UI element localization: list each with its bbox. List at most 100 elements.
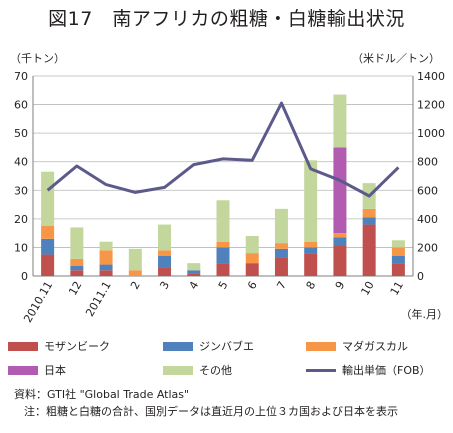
bar-segment xyxy=(391,247,405,256)
x-tick-label: 2010.11 xyxy=(21,279,55,325)
legend-swatch xyxy=(163,365,193,375)
bar-segment xyxy=(128,270,142,276)
bar-segment xyxy=(274,208,288,244)
source-note: 資料：GTI社 "Global Trade Atlas" xyxy=(14,388,190,401)
bar-segment xyxy=(391,256,405,264)
bar-segment xyxy=(70,227,84,259)
bar-segment xyxy=(362,217,376,225)
bar-segment xyxy=(158,267,172,276)
y-tick-label: 10 xyxy=(14,241,28,254)
bar-segment xyxy=(158,250,172,256)
footnote: 注：粗糖と白糖の合計、国別データは直近月の上位３カ国および日本を表示 xyxy=(24,405,398,418)
y-tick-label: 0 xyxy=(21,270,28,283)
bar-segment xyxy=(274,248,288,258)
y2-tick-label: 800 xyxy=(417,156,438,169)
bar-segment xyxy=(245,253,259,264)
legend-item-madagascar: マダガスカル xyxy=(306,338,408,354)
y2-tick-label: 600 xyxy=(417,184,438,197)
y2-tick-label: 200 xyxy=(417,241,438,254)
bar-segment xyxy=(274,257,288,276)
legend-item-fob-price: 輸出単価（FOB） xyxy=(306,362,431,378)
legend-line-swatch xyxy=(306,368,336,372)
bar-segment xyxy=(128,248,142,271)
bar-segment xyxy=(362,224,376,276)
x-tick-label: 6 xyxy=(245,279,260,292)
y-tick-label: 70 xyxy=(14,70,28,83)
notes: 資料：GTI社 "Global Trade Atlas" 注：粗糖と白糖の合計、… xyxy=(14,386,450,420)
bar-segment xyxy=(333,246,347,276)
legend-label: その他 xyxy=(199,364,232,377)
legend-label: ジンバブエ xyxy=(199,340,254,353)
bar-segment xyxy=(304,160,318,242)
legend-label: 日本 xyxy=(44,364,66,377)
legend-item-japan: 日本 xyxy=(8,362,66,378)
x-tick-label: 2 xyxy=(128,279,143,292)
bar-segment xyxy=(41,238,55,255)
bar-segment xyxy=(333,233,347,238)
legend-swatch xyxy=(163,341,193,351)
x-tick-label: 4 xyxy=(187,279,202,292)
bar-segment xyxy=(187,273,201,276)
bar-segment xyxy=(362,208,376,218)
bar-segment xyxy=(304,247,318,254)
legend-label: マダガスカル xyxy=(342,340,408,353)
y-tick-label: 30 xyxy=(14,184,28,197)
y-tick-label: 60 xyxy=(14,99,28,112)
bar-segment xyxy=(187,270,201,274)
x-axis-label: （年.月） xyxy=(401,307,449,321)
bar-segment xyxy=(70,270,84,276)
y2-axis-label: （米ドル／トン） xyxy=(352,52,440,65)
x-tick-label: 9 xyxy=(333,279,348,292)
bar-segment xyxy=(391,240,405,248)
bar-segment xyxy=(333,147,347,234)
legend-item-zimbabwe: ジンバブエ xyxy=(163,338,254,354)
bar-segment xyxy=(245,236,259,254)
legend-label: 輸出単価（FOB） xyxy=(342,364,431,377)
legend-swatch xyxy=(306,341,336,351)
y2-tick-label: 0 xyxy=(417,270,424,283)
bar-segment xyxy=(99,270,113,276)
bar-segment xyxy=(216,200,230,242)
bar-segment xyxy=(99,264,113,271)
chart-plot: 0 0 10 200 20 400 30 600 40 800 50 1000 60 1200 70 1400… xyxy=(14,70,449,325)
bar-segment xyxy=(304,241,318,248)
bar-segment xyxy=(70,266,84,271)
bar-segment xyxy=(41,171,55,226)
y2-tick-label: 1000 xyxy=(417,127,445,140)
bar-segment xyxy=(41,226,55,239)
chart-title: 図17 南アフリカの粗糖・白糖輸出状況 xyxy=(48,8,405,30)
legend-item-other: その他 xyxy=(163,362,232,378)
bar-segment xyxy=(158,224,172,251)
bar-segment xyxy=(216,241,230,248)
legend-swatch xyxy=(8,341,38,351)
y2-tick-label: 1200 xyxy=(417,99,445,112)
y-tick-label: 40 xyxy=(14,156,28,169)
x-tick-label: 8 xyxy=(304,279,319,292)
y-tick-label: 50 xyxy=(14,127,28,140)
bar-segment xyxy=(274,243,288,249)
x-tick-label: 5 xyxy=(216,279,231,292)
bar-segment xyxy=(304,253,318,276)
bar-segment xyxy=(245,263,259,276)
y-tick-label: 20 xyxy=(14,213,28,226)
bar-segment xyxy=(216,247,230,264)
bar-segment xyxy=(158,256,172,268)
y2-tick-label: 1400 xyxy=(417,70,445,83)
y-axis-label: （千トン） xyxy=(10,52,65,65)
bar-segment xyxy=(70,258,84,266)
price-line xyxy=(46,101,400,198)
x-tick-label: 12 xyxy=(66,279,84,298)
legend: モザンビーク ジンバブエ マダガスカル 日本 その他 輸出単価（FOB） xyxy=(8,338,448,380)
legend-item-mozambique: モザンビーク xyxy=(8,338,110,354)
legend-swatch xyxy=(8,365,38,375)
legend-label: モザンビーク xyxy=(44,340,110,353)
x-tick-label: 2011.1 xyxy=(83,279,114,319)
bar-segment xyxy=(333,237,347,246)
bar-segment xyxy=(99,250,113,265)
bar-segment xyxy=(391,263,405,276)
bar-segment xyxy=(187,263,201,271)
bar-segment xyxy=(216,263,230,276)
bar-segment xyxy=(41,254,55,276)
x-tick-label: 7 xyxy=(274,279,289,292)
